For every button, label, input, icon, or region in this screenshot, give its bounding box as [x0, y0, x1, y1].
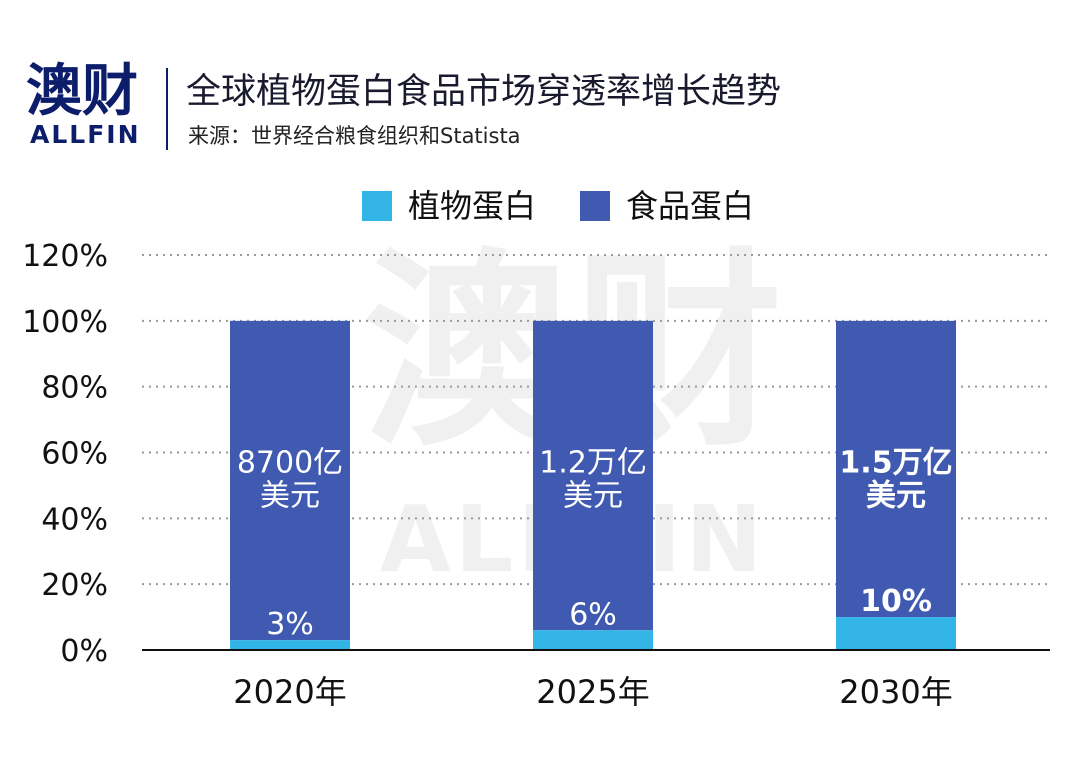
bar-food-protein	[533, 320, 653, 631]
data-label-food-protein: 1.5万亿	[839, 445, 952, 480]
y-tick-label: 60%	[41, 437, 108, 472]
data-label-plant-protein: 6%	[569, 597, 617, 632]
y-tick-label: 20%	[41, 568, 108, 603]
x-category-label: 2025年	[536, 673, 649, 711]
logo-english: ALLFIN	[30, 120, 141, 149]
legend-item-food-protein: 食品蛋白	[580, 186, 754, 226]
data-label-plant-protein: 3%	[266, 607, 314, 642]
legend-item-plant-protein: 植物蛋白	[362, 186, 536, 226]
y-tick-label: 100%	[22, 305, 108, 340]
data-label-food-protein: 美元	[866, 478, 926, 513]
bar-food-protein	[230, 320, 350, 641]
legend-label-plant-protein: 植物蛋白	[408, 187, 537, 225]
y-tick-label: 40%	[41, 502, 108, 537]
data-label-food-protein: 1.2万亿	[539, 445, 647, 480]
y-tick-label: 0%	[60, 634, 108, 669]
header-divider	[166, 68, 168, 150]
data-label-plant-protein: 10%	[860, 584, 932, 619]
x-category-label: 2030年	[839, 673, 952, 711]
legend-label-food-protein: 食品蛋白	[626, 187, 755, 225]
source-note: 来源：世界经合粮食组织和Statista	[188, 124, 521, 148]
legend-swatch-food-protein	[580, 191, 610, 221]
y-tick-label: 80%	[41, 371, 108, 406]
x-category-label: 2020年	[233, 673, 346, 711]
y-tick-label: 120%	[22, 239, 108, 274]
bar-plant-protein	[836, 617, 956, 650]
data-label-food-protein: 8700亿	[237, 445, 343, 480]
bar-food-protein	[836, 320, 956, 618]
logo-chinese: 澳财	[26, 59, 138, 124]
data-label-food-protein: 美元	[563, 478, 623, 513]
chart-title: 全球植物蛋白食品市场穿透率增长趋势	[186, 72, 782, 112]
bar-plant-protein	[533, 630, 653, 650]
legend: 植物蛋白 食品蛋白	[0, 186, 1080, 226]
legend-swatch-plant-protein	[362, 191, 392, 221]
bar-plant-protein	[230, 640, 350, 650]
data-label-food-protein: 美元	[260, 478, 320, 513]
